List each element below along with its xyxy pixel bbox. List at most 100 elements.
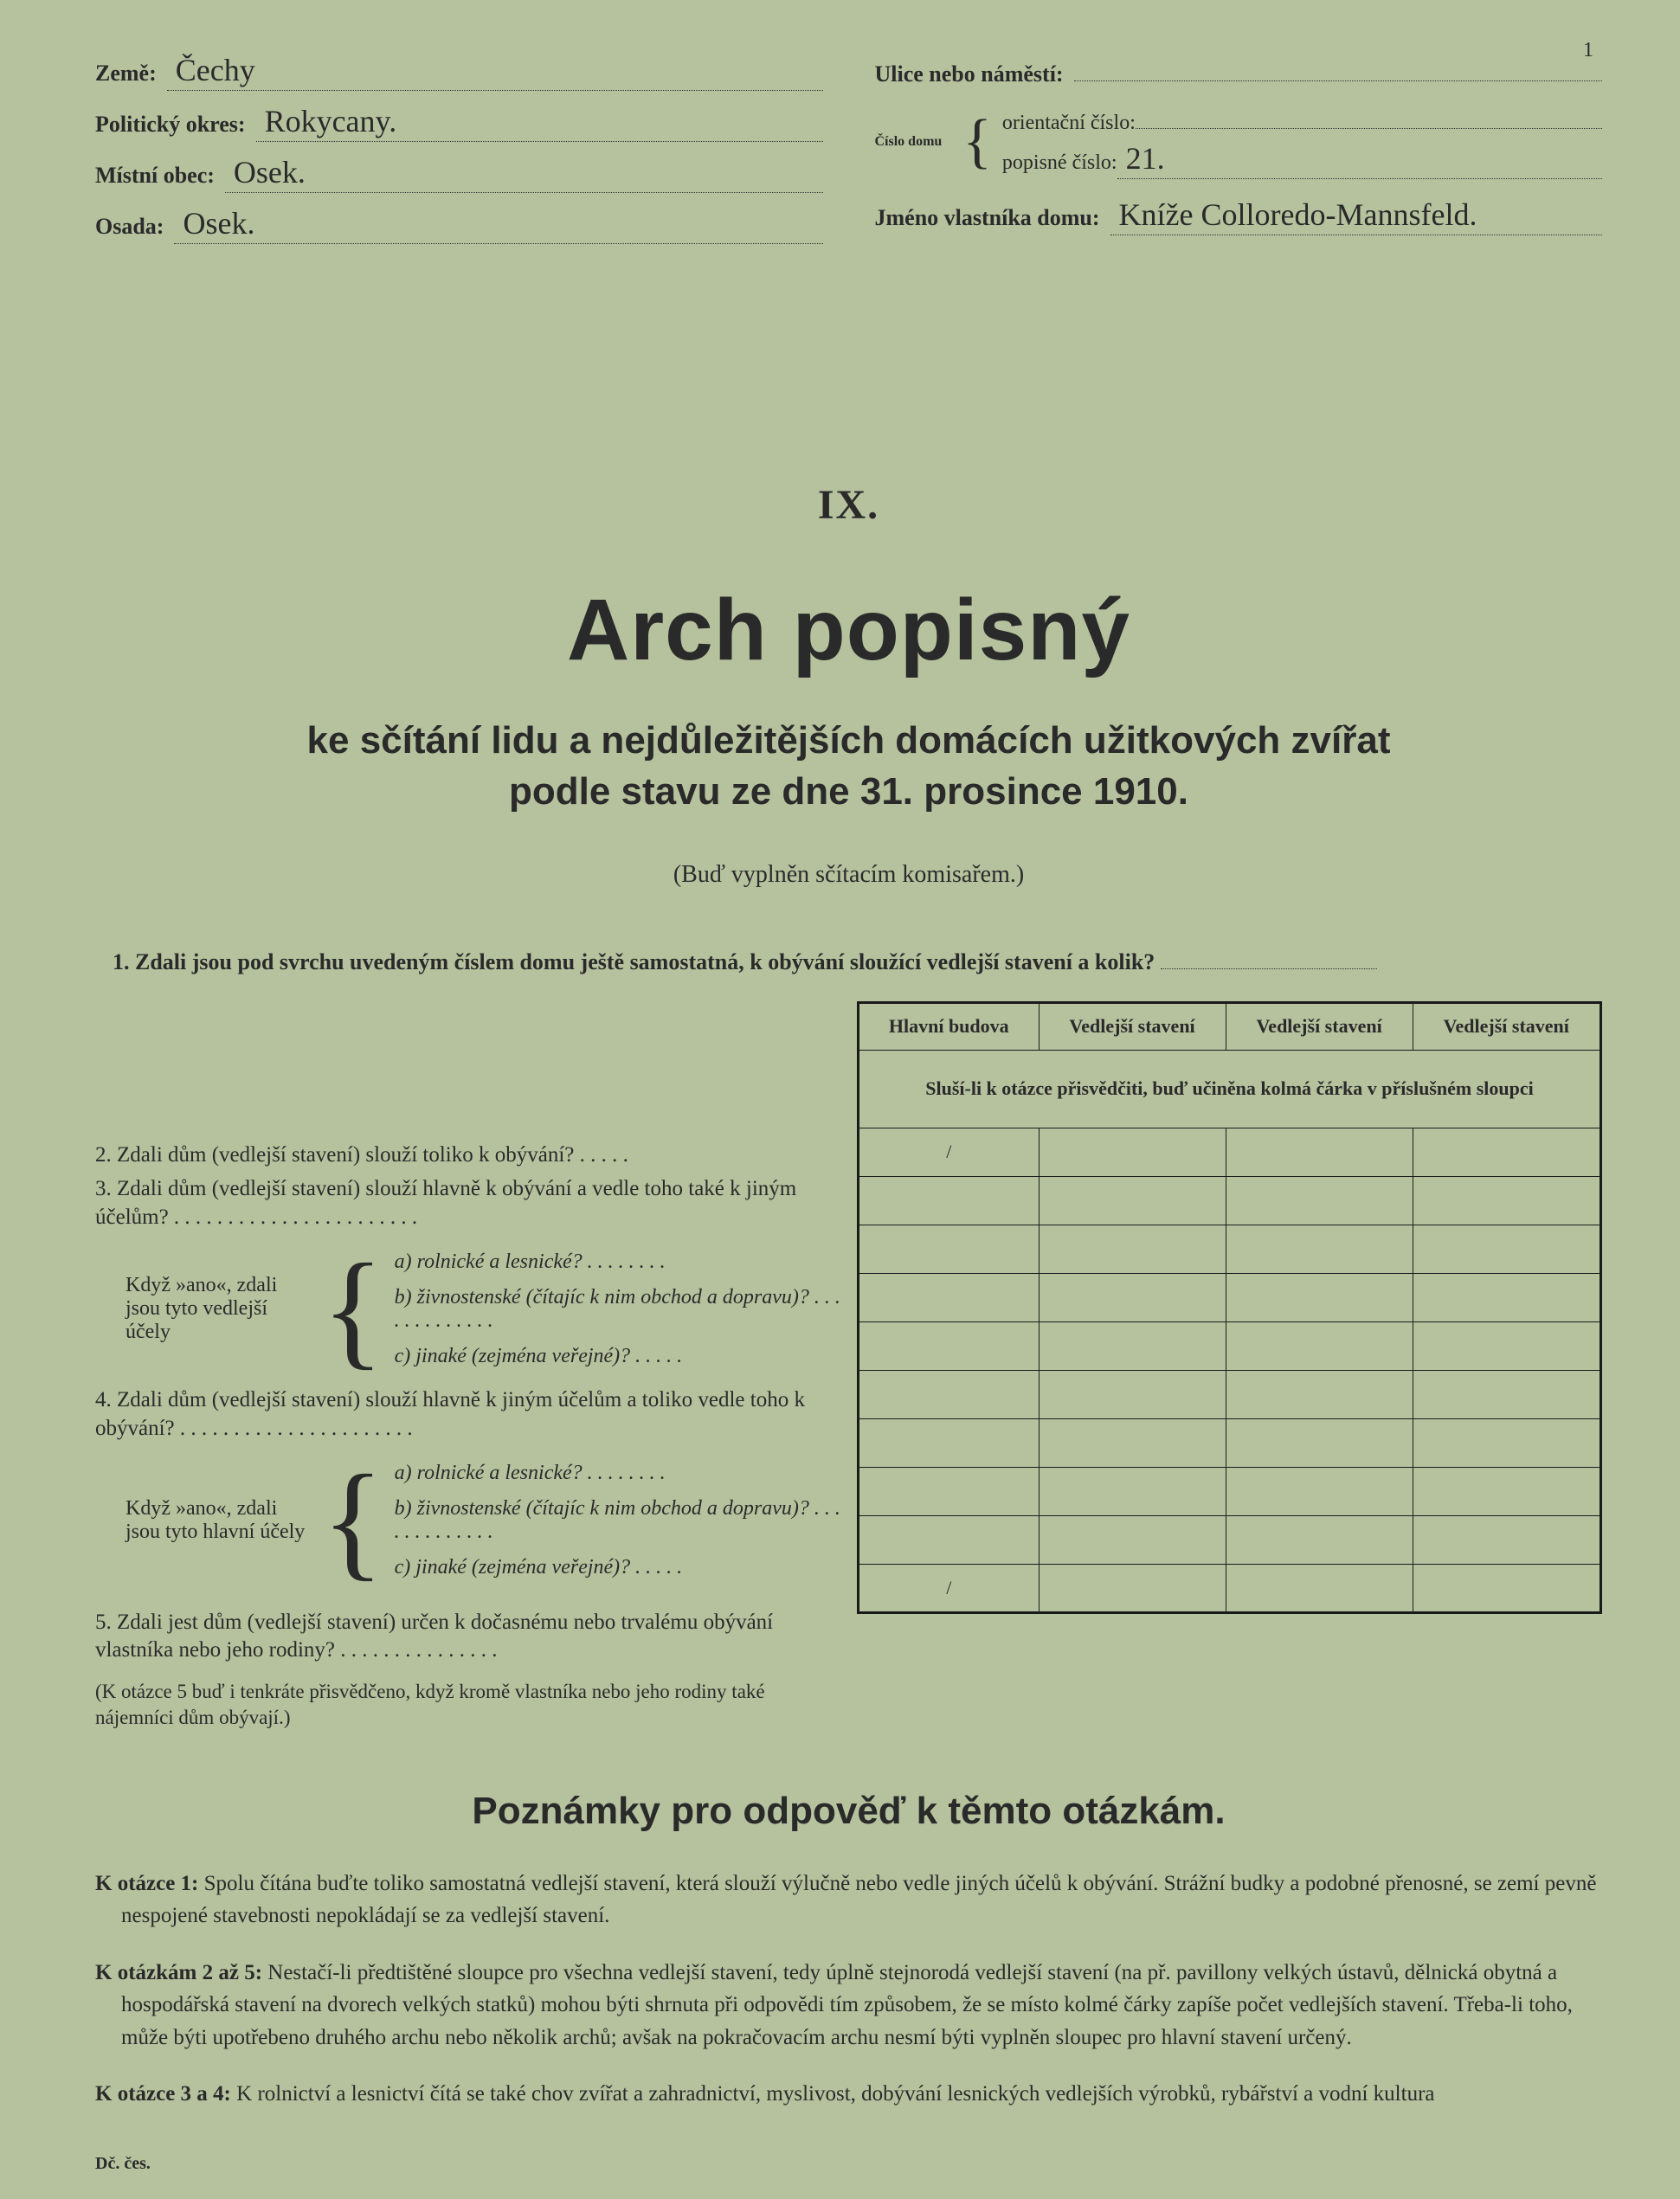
brace-icon: {: [962, 124, 992, 160]
cell: [1226, 1418, 1413, 1467]
cell: [859, 1176, 1040, 1225]
cell: [859, 1370, 1040, 1418]
th-hlavni: Hlavní budova: [859, 1002, 1040, 1050]
cell: [1413, 1273, 1600, 1321]
cell: [1226, 1128, 1413, 1176]
q1-blank: [1161, 954, 1377, 969]
question-5: 5. Zdali jest dům (vedlejší stavení) urč…: [95, 1602, 848, 1672]
th-vedlejsi-1: Vedlejší stavení: [1039, 1002, 1226, 1050]
question-4: 4. Zdali dům (vedlejší stavení) slouží h…: [95, 1379, 848, 1450]
header-left: Země: Čechy Politický okres: Rokycany. M…: [95, 52, 823, 256]
table-row: [859, 1370, 1601, 1418]
vlastnik-label: Jméno vlastníka domu:: [875, 205, 1100, 231]
okres-value: Rokycany.: [256, 103, 823, 142]
cell: [859, 1273, 1040, 1321]
question-3b: b) živnostenské (čítajíc k nim obchod a …: [395, 1280, 848, 1339]
okres-label: Politický okres:: [95, 112, 246, 138]
table-row: [859, 1467, 1601, 1515]
table-row: [859, 1273, 1601, 1321]
cell: [1039, 1321, 1226, 1370]
vlastnik-value: Kníže Colloredo-Mannsfeld.: [1110, 196, 1602, 235]
zeme-label: Země:: [95, 61, 157, 87]
field-osada: Osada: Osek.: [95, 205, 823, 244]
cislo-label: Číslo domu: [875, 134, 943, 150]
cell: [859, 1515, 1040, 1564]
cell: [1413, 1128, 1600, 1176]
note-1-label: K otázce 1:: [95, 1872, 198, 1895]
question-4c: c) jinaké (zejména veřejné)? . . . . .: [395, 1550, 848, 1585]
cell: [1226, 1225, 1413, 1273]
orient-value: [1136, 100, 1602, 129]
cell: [859, 1418, 1040, 1467]
table-row: [859, 1418, 1601, 1467]
cell: [1039, 1418, 1226, 1467]
osada-value: Osek.: [174, 205, 822, 244]
cell: [859, 1225, 1040, 1273]
table-row: [859, 1225, 1601, 1273]
cell: [1413, 1515, 1600, 1564]
main-title: Arch popisný: [95, 581, 1602, 680]
filled-by: (Buď vyplněn sčítacím komisařem.): [95, 861, 1602, 889]
table-row: /: [859, 1128, 1601, 1176]
note-2-label: K otázkám 2 až 5:: [95, 1961, 262, 1984]
header-fields: Země: Čechy Politický okres: Rokycany. M…: [95, 52, 1602, 256]
field-vlastnik: Jméno vlastníka domu: Kníže Colloredo-Ma…: [875, 196, 1603, 235]
cell: [1039, 1564, 1226, 1612]
cell: [1413, 1321, 1600, 1370]
zeme-value: Čechy: [167, 52, 823, 91]
cell: [1226, 1515, 1413, 1564]
main-content: 2. Zdali dům (vedlejší stavení) slouží t…: [95, 1001, 1602, 1738]
table-row: [859, 1515, 1601, 1564]
note-3: K otázce 3 a 4: K rolnictví a lesnictví …: [95, 2078, 1602, 2111]
question-3c: c) jinaké (zejména veřejné)? . . . . .: [395, 1339, 848, 1374]
cell: [1226, 1467, 1413, 1515]
ulice-value: [1074, 52, 1602, 81]
q1-text: 1. Zdali jsou pod svrchu uvedeným číslem…: [113, 949, 1155, 974]
cell: [859, 1321, 1040, 1370]
question-4a: a) rolnické a lesnické? . . . . . . . .: [395, 1456, 848, 1491]
section-number: IX.: [95, 481, 1602, 529]
cell: [1039, 1515, 1226, 1564]
table-row: [859, 1176, 1601, 1225]
cell: [1413, 1176, 1600, 1225]
cell: [1226, 1564, 1413, 1612]
ulice-label: Ulice nebo náměstí:: [875, 61, 1064, 87]
field-okres: Politický okres: Rokycany.: [95, 103, 823, 142]
cell: /: [859, 1564, 1040, 1612]
notes-title: Poznámky pro odpověď k těmto otázkám.: [95, 1790, 1602, 1833]
obec-label: Místní obec:: [95, 163, 215, 189]
note-2: K otázkám 2 až 5: Nestačí-li předtištěné…: [95, 1957, 1602, 2054]
cell: [1413, 1370, 1600, 1418]
cell: [1413, 1564, 1600, 1612]
question-1: 1. Zdali jsou pod svrchu uvedeným číslem…: [95, 949, 1602, 975]
subtitle: ke sčítání lidu a nejdůležitějších domác…: [95, 715, 1602, 818]
q4-prefix: Když »ano«, zdali jsou tyto hlavní účely: [126, 1497, 312, 1544]
footer-mark: Dč. čes.: [95, 2154, 1602, 2174]
th-vedlejsi-3: Vedlejší stavení: [1413, 1002, 1600, 1050]
field-zeme: Země: Čechy: [95, 52, 823, 91]
subtitle-line1: ke sčítání lidu a nejdůležitějších domác…: [307, 719, 1391, 762]
cell: [1226, 1273, 1413, 1321]
th-vedlejsi-2: Vedlejší stavení: [1226, 1002, 1413, 1050]
note-2-text: Nestačí-li předtištěné sloupce pro všech…: [121, 1961, 1573, 2049]
th-instruction: Sluší-li k otázce přisvědčiti, buď učině…: [859, 1050, 1601, 1128]
brace-icon: {: [322, 1270, 384, 1348]
table-header-row: Hlavní budova Vedlejší stavení Vedlejší …: [859, 1002, 1601, 1050]
orient-label: orientační číslo:: [1002, 112, 1136, 135]
cell: [1226, 1176, 1413, 1225]
subtitle-line2: podle stavu ze dne 31. prosince 1910.: [509, 770, 1188, 813]
cell: [1413, 1225, 1600, 1273]
question-4b: b) živnostenské (čítajíc k nim obchod a …: [395, 1491, 848, 1550]
table-row: [859, 1321, 1601, 1370]
cell: [1039, 1467, 1226, 1515]
table-row: /: [859, 1564, 1601, 1612]
question-3: 3. Zdali dům (vedlejší stavení) slouží h…: [95, 1168, 848, 1238]
cell: [1039, 1273, 1226, 1321]
note-1: K otázce 1: Spolu čítána buďte toliko sa…: [95, 1868, 1602, 1932]
osada-label: Osada:: [95, 214, 164, 240]
brace-icon: {: [322, 1482, 384, 1559]
popisne-value: 21.: [1117, 140, 1602, 179]
cell: [1226, 1370, 1413, 1418]
cell: [859, 1467, 1040, 1515]
field-ulice: Ulice nebo náměstí:: [875, 52, 1603, 87]
